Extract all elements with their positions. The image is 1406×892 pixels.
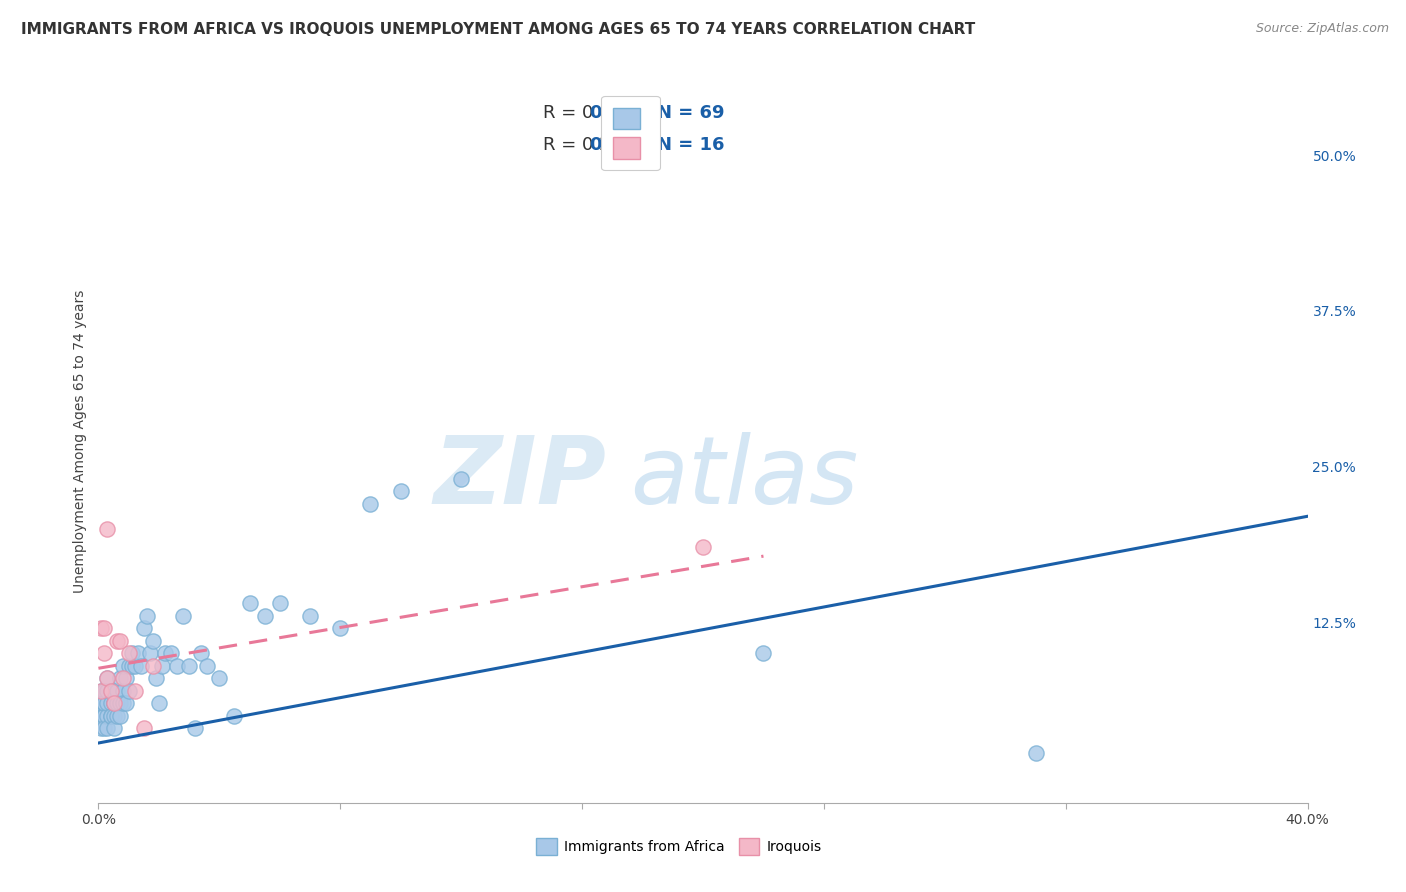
Point <box>100 708 122 723</box>
Point <box>111 671 134 685</box>
Text: R = 0.426: R = 0.426 <box>543 103 634 122</box>
Point <box>118 646 141 660</box>
Text: N = 69: N = 69 <box>657 103 724 122</box>
Text: Source: ZipAtlas.com: Source: ZipAtlas.com <box>1256 22 1389 36</box>
Point <box>184 721 207 735</box>
Point <box>93 696 115 710</box>
Point <box>692 541 714 555</box>
Point <box>96 671 118 685</box>
Point <box>108 633 131 648</box>
Point <box>103 696 125 710</box>
Point <box>100 683 122 698</box>
Point <box>360 497 382 511</box>
Point <box>103 696 125 710</box>
Point <box>96 721 118 735</box>
Point <box>105 696 128 710</box>
Point <box>208 671 231 685</box>
Point <box>153 646 176 660</box>
Point <box>114 671 136 685</box>
Point <box>111 683 134 698</box>
Point <box>108 696 131 710</box>
Point <box>100 696 122 710</box>
Point <box>752 646 775 660</box>
Point <box>96 522 118 536</box>
Point <box>195 658 218 673</box>
Point <box>103 696 125 710</box>
Point <box>90 621 112 635</box>
Point <box>118 658 141 673</box>
Point <box>103 708 125 723</box>
Point <box>450 472 472 486</box>
Point <box>90 721 112 735</box>
Point <box>132 621 155 635</box>
Point <box>108 671 131 685</box>
Text: IMMIGRANTS FROM AFRICA VS IROQUOIS UNEMPLOYMENT AMONG AGES 65 TO 74 YEARS CORREL: IMMIGRANTS FROM AFRICA VS IROQUOIS UNEMP… <box>21 22 976 37</box>
Text: atlas: atlas <box>630 432 859 524</box>
Point <box>389 484 412 499</box>
Point <box>121 658 143 673</box>
Point <box>118 683 141 698</box>
Point <box>114 696 136 710</box>
Text: 0.274: 0.274 <box>589 136 647 154</box>
Point <box>145 671 167 685</box>
Point <box>121 646 143 660</box>
Point <box>93 696 115 710</box>
Point <box>160 646 183 660</box>
Point <box>166 658 188 673</box>
Point <box>90 708 112 723</box>
Point <box>103 721 125 735</box>
Point <box>111 658 134 673</box>
Point <box>96 696 118 710</box>
Point <box>150 658 173 673</box>
Point <box>132 721 155 735</box>
Point <box>93 621 115 635</box>
Point <box>135 609 157 624</box>
Point <box>172 609 194 624</box>
Point <box>108 708 131 723</box>
Point <box>127 646 149 660</box>
Point <box>93 683 115 698</box>
Point <box>1024 746 1046 760</box>
Point <box>105 683 128 698</box>
Point <box>142 658 165 673</box>
Point <box>239 597 262 611</box>
Point <box>139 646 162 660</box>
Y-axis label: Unemployment Among Ages 65 to 74 years: Unemployment Among Ages 65 to 74 years <box>73 290 87 593</box>
Point <box>90 683 112 698</box>
Point <box>329 621 352 635</box>
Point <box>148 696 170 710</box>
Point <box>111 696 134 710</box>
Point <box>253 609 276 624</box>
Point <box>105 708 128 723</box>
Point <box>124 683 146 698</box>
Point <box>93 646 115 660</box>
Text: N = 16: N = 16 <box>657 136 724 154</box>
Point <box>190 646 212 660</box>
Point <box>96 671 118 685</box>
Point <box>90 683 112 698</box>
Point <box>93 708 115 723</box>
Text: ZIP: ZIP <box>433 432 606 524</box>
Point <box>269 597 291 611</box>
Point <box>96 683 118 698</box>
Point <box>299 609 322 624</box>
Point <box>224 708 246 723</box>
Point <box>103 683 125 698</box>
Point <box>93 721 115 735</box>
Point <box>124 658 146 673</box>
Legend: Immigrants from Africa, Iroquois: Immigrants from Africa, Iroquois <box>530 833 827 861</box>
Point <box>105 633 128 648</box>
Text: 0.426: 0.426 <box>589 103 647 122</box>
Point <box>90 696 112 710</box>
Point <box>179 658 201 673</box>
Point <box>93 708 115 723</box>
Point <box>96 708 118 723</box>
Point <box>129 658 152 673</box>
Point <box>142 633 165 648</box>
Text: R = 0.274: R = 0.274 <box>543 136 634 154</box>
Point <box>100 683 122 698</box>
Point <box>100 708 122 723</box>
